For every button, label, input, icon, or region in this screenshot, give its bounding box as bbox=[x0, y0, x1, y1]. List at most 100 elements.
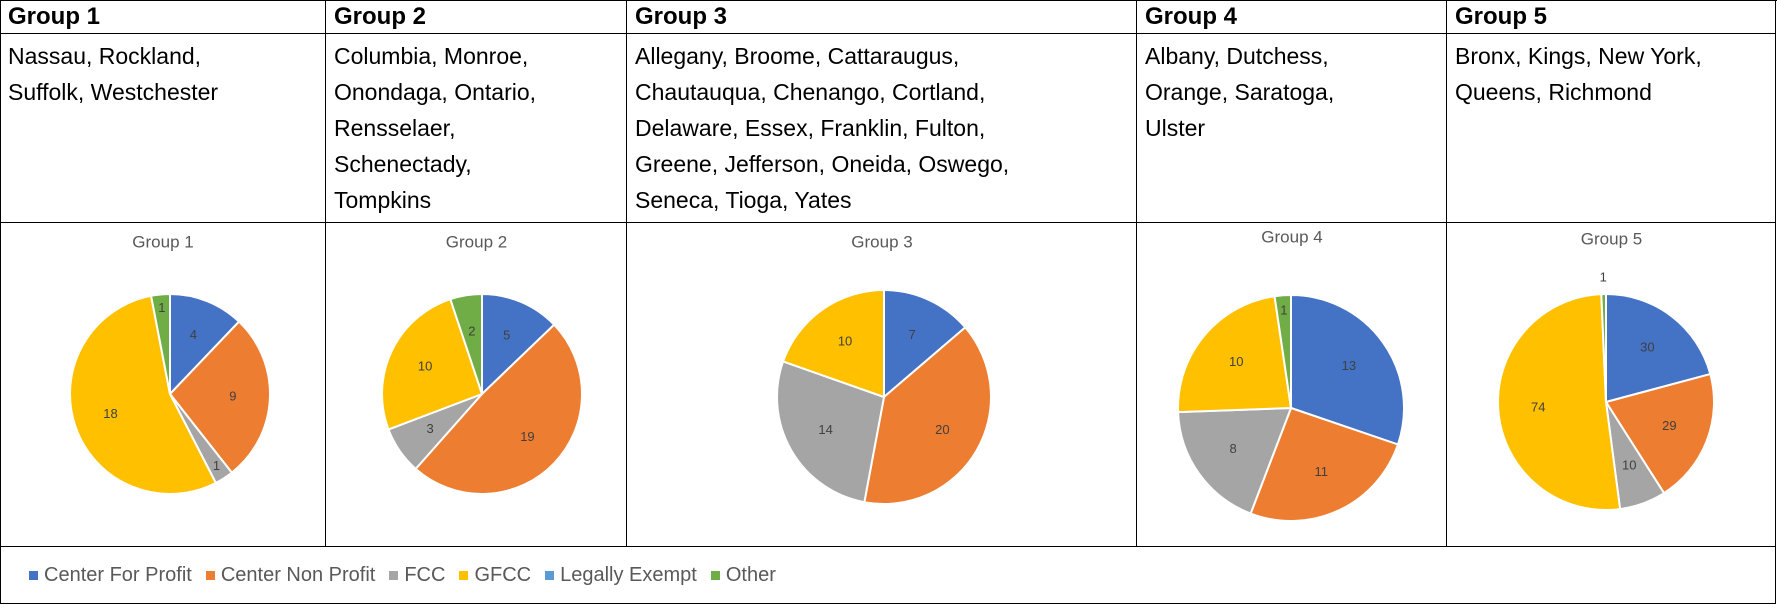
chart-cell: Group 3 7 20 14 10 bbox=[627, 223, 1137, 547]
county-line: Greene, Jefferson, Oneida, Oswego, bbox=[635, 151, 1010, 177]
legend-label: Center For Profit bbox=[44, 563, 192, 586]
pie-slice bbox=[1605, 292, 1712, 404]
text-cell: Nassau, Rockland, Suffolk, Westchester bbox=[0, 34, 326, 223]
data-label: 10 bbox=[838, 333, 852, 348]
chart-title: Group 4 bbox=[1261, 227, 1322, 246]
data-label: 20 bbox=[935, 422, 949, 437]
pie-slice bbox=[414, 323, 583, 495]
data-label: 74 bbox=[1531, 399, 1545, 414]
pie-slice bbox=[1273, 293, 1292, 409]
county-line: Tompkins bbox=[334, 187, 432, 213]
text-cell: Allegany, Broome, Cattaraugus, Chautauqua… bbox=[627, 34, 1137, 223]
data-label: 9 bbox=[229, 388, 236, 403]
legend-item: GFCC bbox=[459, 564, 531, 587]
chart-title: Group 2 bbox=[446, 232, 507, 251]
legend-label: FCC bbox=[404, 563, 446, 586]
pie-slice bbox=[381, 297, 484, 431]
legend-swatch bbox=[710, 570, 720, 580]
county-line: Orange, Saratoga, bbox=[1145, 79, 1335, 105]
legend-label: Other bbox=[725, 563, 776, 586]
legend: Center For Profit Center Non Profit FCC GFC… bbox=[0, 547, 1776, 604]
header-cell: Group 4 bbox=[1137, 0, 1447, 34]
county-line: Suffolk, Westchester bbox=[8, 79, 219, 105]
county-line: Delaware, Essex, Franklin, Fulton, bbox=[635, 115, 986, 141]
pie-slice bbox=[168, 320, 271, 475]
data-label: 10 bbox=[418, 358, 432, 373]
pie-slice bbox=[781, 288, 885, 399]
county-line: Rensselaer, bbox=[334, 115, 456, 141]
county-line: Seneca, Tioga, Yates bbox=[635, 187, 852, 213]
legend-item: Other bbox=[710, 563, 776, 587]
legend-item: Legally Exempt bbox=[545, 564, 697, 587]
pie-slice bbox=[883, 288, 967, 400]
data-label: 8 bbox=[1229, 441, 1236, 456]
chart-cell: Group 1 4 9 1 18 1 bbox=[0, 223, 326, 547]
chart-cell: Group 5 30 29 10 74 1 bbox=[1447, 223, 1776, 547]
text-cell: Columbia, Monroe, Onondaga, Ontario, Renss… bbox=[326, 34, 627, 223]
data-label: 19 bbox=[520, 429, 534, 444]
data-label: 14 bbox=[818, 422, 832, 437]
pie-slice bbox=[69, 294, 218, 495]
legend-swatch bbox=[389, 570, 399, 580]
legend-label: Legally Exempt bbox=[560, 563, 697, 586]
pie-slice bbox=[1290, 293, 1405, 446]
legend-item: FCC bbox=[389, 564, 445, 587]
pie-slice bbox=[776, 360, 886, 504]
pie-slice bbox=[1177, 406, 1293, 515]
pie-chart: Group 1 4 9 1 18 1 bbox=[69, 232, 271, 495]
header-cell: Group 5 bbox=[1447, 0, 1776, 34]
chart-title: Group 3 bbox=[851, 232, 912, 251]
legend-item: Center Non Profit bbox=[205, 563, 376, 587]
data-label: 1 bbox=[158, 300, 165, 315]
pie-slice bbox=[1604, 372, 1715, 495]
legend-swatch bbox=[545, 570, 555, 580]
county-line: Schenectady, bbox=[334, 151, 472, 177]
pie-slice bbox=[1249, 406, 1400, 522]
header-cell: Group 3 bbox=[627, 0, 1137, 34]
pie-chart: Group 4 13 11 8 10 1 bbox=[1177, 227, 1405, 522]
data-label: 5 bbox=[503, 327, 510, 342]
header-cell: Group 2 bbox=[326, 0, 627, 34]
data-label: 1 bbox=[213, 458, 220, 473]
chart-cell: Group 2 5 19 3 10 2 bbox=[326, 223, 627, 547]
header-cell: Group 1 bbox=[0, 0, 326, 34]
legend-swatch bbox=[205, 570, 215, 580]
pie-slice bbox=[449, 292, 483, 395]
data-label: 1 bbox=[1280, 303, 1287, 318]
pie-slice bbox=[169, 292, 241, 397]
data-label: 10 bbox=[1229, 354, 1243, 369]
pie-chart: Group 2 5 19 3 10 2 bbox=[381, 232, 583, 495]
county-line: Nassau, Rockland, bbox=[8, 43, 202, 69]
data-label: 18 bbox=[103, 406, 117, 421]
text-cell: Bronx, Kings, New York, Queens, Richmond bbox=[1447, 34, 1776, 223]
data-label: 13 bbox=[1342, 358, 1356, 373]
legend-swatch bbox=[459, 570, 469, 580]
data-label: 11 bbox=[1314, 464, 1328, 479]
pie-chart: Group 3 7 20 14 10 bbox=[776, 232, 992, 505]
pie-slice bbox=[1497, 293, 1622, 511]
legend-label: GFCC bbox=[474, 563, 532, 586]
data-label: 10 bbox=[1622, 457, 1636, 472]
county-line: Bronx, Kings, New York, bbox=[1455, 43, 1702, 69]
county-line: Allegany, Broome, Cattaraugus, bbox=[635, 43, 960, 69]
data-label: 3 bbox=[427, 421, 434, 436]
county-line: Columbia, Monroe, bbox=[334, 43, 529, 69]
data-label: 29 bbox=[1662, 418, 1676, 433]
pie-slice bbox=[863, 325, 992, 505]
chart-title: Group 1 bbox=[132, 232, 193, 251]
data-label: 2 bbox=[468, 323, 475, 338]
data-label: 7 bbox=[909, 327, 916, 342]
legend-label: Center Non Profit bbox=[220, 563, 376, 586]
pie-slice bbox=[481, 292, 556, 397]
county-line: Onondaga, Ontario, bbox=[334, 79, 537, 105]
county-line: Chautauqua, Chenango, Cortland, bbox=[635, 79, 986, 105]
pie-chart: Group 5 30 29 10 74 1 bbox=[1497, 229, 1715, 511]
pie-slice bbox=[1177, 295, 1293, 414]
data-label: 4 bbox=[190, 327, 197, 342]
pie-slice bbox=[1600, 292, 1607, 403]
chart-title: Group 5 bbox=[1581, 229, 1642, 248]
legend-swatch bbox=[29, 570, 38, 580]
county-line: Queens, Richmond bbox=[1455, 79, 1652, 105]
chart-cell: Group 4 13 11 8 10 1 bbox=[1137, 223, 1447, 547]
